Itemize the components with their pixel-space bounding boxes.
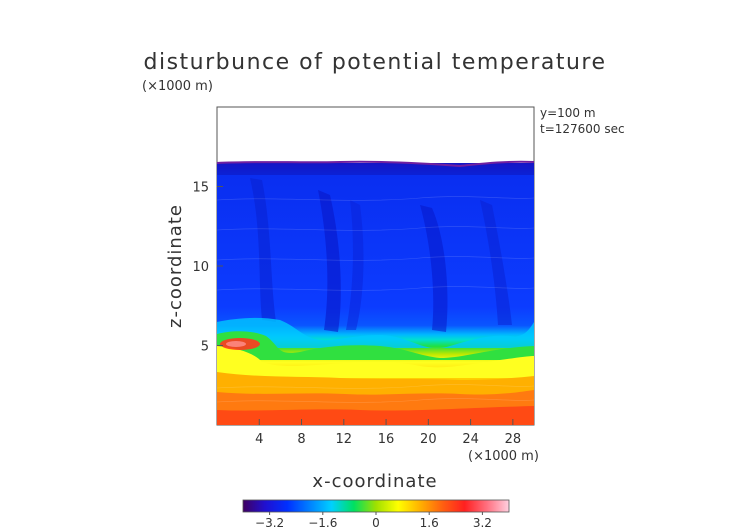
x-tick-label: 16 xyxy=(378,432,395,447)
colorbar-ticks: −3.2 −1.6 0 1.6 3.2 xyxy=(255,512,492,530)
interface-green xyxy=(217,331,534,360)
colorbar xyxy=(242,499,510,513)
chart-title: disturbunce of potential temperature xyxy=(144,50,607,75)
z-tick-label: 5 xyxy=(201,340,209,355)
lower-red xyxy=(217,406,534,425)
colorbar-tick-label: 3.2 xyxy=(473,516,492,530)
x-axis-label: x-coordinate xyxy=(312,471,437,492)
top-band xyxy=(217,163,534,175)
colorbar-tick-label: 1.6 xyxy=(420,516,439,530)
annotation-t: t=127600 sec xyxy=(540,122,625,136)
plume-4 xyxy=(420,205,448,332)
x-tick-label: 24 xyxy=(462,432,479,447)
field xyxy=(217,163,534,425)
x-unit-label: (×1000 m) xyxy=(468,449,539,464)
x-tick-label: 12 xyxy=(336,432,353,447)
annotation-y: y=100 m xyxy=(540,106,596,120)
plume-3 xyxy=(346,200,364,330)
z-axis-ticks: 5 10 15 xyxy=(192,181,223,355)
colorbar-tick-label: 0 xyxy=(372,516,380,530)
contour-lines xyxy=(217,196,534,403)
plume-1 xyxy=(250,178,276,322)
plume-2 xyxy=(318,190,341,332)
x-axis-ticks: 4 8 12 16 20 24 28 xyxy=(255,419,521,447)
z-axis-label: z-coordinate xyxy=(165,204,186,328)
x-tick-label: 4 xyxy=(255,432,263,447)
z-tick-label: 15 xyxy=(192,181,209,196)
x-tick-label: 28 xyxy=(505,432,522,447)
warm-pocket-core xyxy=(226,341,246,347)
plume-5 xyxy=(480,200,512,325)
colorbar-tick-label: −1.6 xyxy=(308,516,337,530)
domain-top-edge xyxy=(216,160,535,168)
x-tick-label: 20 xyxy=(420,432,437,447)
z-unit-label: (×1000 m) xyxy=(142,79,213,94)
interface-cyan xyxy=(217,317,534,349)
interface-yellow xyxy=(217,346,534,378)
z-tick-label: 10 xyxy=(192,260,209,275)
colorbar-tick-label: −3.2 xyxy=(255,516,284,530)
x-tick-label: 8 xyxy=(297,432,305,447)
